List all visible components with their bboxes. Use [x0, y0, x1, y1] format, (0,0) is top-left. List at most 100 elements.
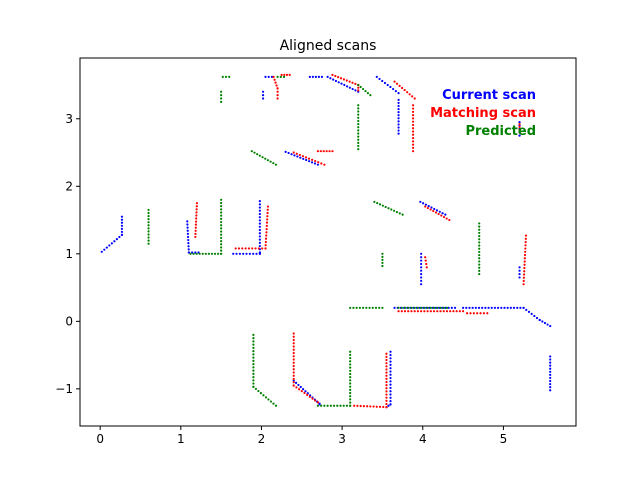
scan-point [373, 200, 376, 203]
scan-point [105, 246, 108, 249]
scan-point [320, 162, 323, 165]
scan-point [424, 205, 427, 208]
scan-point [258, 232, 261, 235]
scan-point [258, 235, 261, 238]
scan-point [359, 404, 362, 408]
scan-point [147, 230, 150, 233]
scan-point [523, 260, 526, 263]
scan-point [357, 107, 360, 110]
scan-point [258, 200, 261, 203]
scan-point [261, 156, 264, 159]
scan-point [420, 266, 423, 269]
scan-point [378, 203, 382, 206]
scan-point [276, 94, 279, 97]
scan-point [299, 156, 302, 159]
scan-point [389, 386, 392, 390]
scan-point [186, 223, 189, 226]
scan-point [147, 211, 150, 215]
scan-point [349, 376, 352, 379]
scan-point [220, 252, 223, 255]
scan-point [258, 228, 261, 232]
scan-point [478, 272, 481, 276]
scan-point [389, 396, 392, 399]
scan-point [518, 128, 521, 131]
scan-point [194, 232, 197, 235]
scan-point [487, 306, 490, 309]
scan-point [258, 216, 261, 219]
series-matching-scan [194, 73, 528, 409]
y-tick-label: 3 [65, 112, 73, 126]
scan-point [523, 253, 527, 257]
scan-point [244, 247, 247, 250]
scan-point [186, 235, 190, 239]
scan-point [385, 405, 388, 409]
scan-point [276, 87, 279, 90]
scan-point [384, 205, 387, 209]
scan-point [273, 78, 276, 81]
scan-point [220, 230, 223, 233]
scan-point [220, 217, 223, 220]
scan-point [252, 379, 255, 382]
scan-point [298, 388, 301, 391]
series-predicted [147, 75, 481, 407]
scan-point [292, 371, 295, 374]
scan-point [381, 258, 384, 261]
scan-point [429, 208, 432, 211]
scan-point [538, 318, 541, 322]
scan-point [284, 150, 287, 153]
scan-point [425, 262, 428, 266]
scan-point [256, 153, 259, 156]
scan-point [264, 237, 268, 240]
scan-point [235, 252, 238, 255]
scan-point [357, 113, 360, 116]
scan-point [195, 211, 198, 214]
scan-point [432, 209, 435, 213]
scan-point [523, 270, 526, 273]
scan-point [292, 151, 295, 154]
y-tick-label: 1 [65, 247, 73, 261]
scan-point [220, 97, 223, 100]
scan-point [322, 150, 325, 153]
scan-point [120, 215, 124, 218]
x-tick-label: 2 [258, 432, 266, 446]
scan-point [120, 227, 124, 230]
scan-point [362, 405, 365, 408]
scan-point [381, 306, 384, 309]
scan-point [349, 385, 352, 388]
scan-point [385, 399, 388, 402]
scan-point [319, 150, 322, 153]
scan-point [411, 114, 415, 117]
scan-point [378, 77, 381, 81]
scan-point [349, 363, 352, 366]
scan-point [310, 161, 314, 164]
scan-point [220, 94, 223, 97]
scan-point [478, 225, 481, 228]
scan-point [432, 306, 436, 309]
scan-point [195, 217, 198, 220]
scan-point [522, 283, 525, 286]
scan-point [389, 393, 392, 396]
scan-point [397, 98, 400, 101]
scan-point [397, 306, 400, 309]
scan-point [266, 211, 269, 215]
scan-point [519, 306, 522, 309]
scan-point [357, 141, 360, 144]
plot-area [100, 73, 552, 409]
scan-point [210, 252, 214, 255]
scan-point [292, 355, 295, 358]
scan-point [524, 247, 527, 250]
scan-point [257, 247, 260, 250]
scan-point [527, 310, 531, 313]
scan-point [478, 257, 481, 260]
scan-point [413, 97, 416, 100]
scan-point [387, 404, 390, 407]
scan-point [147, 233, 150, 236]
scan-point [389, 383, 392, 386]
scan-point [220, 224, 223, 227]
scan-point [397, 126, 400, 129]
scan-point [194, 235, 197, 239]
scan-point [252, 343, 255, 346]
scan-point [429, 310, 432, 313]
scan-point [469, 312, 472, 315]
scan-point [535, 316, 539, 320]
